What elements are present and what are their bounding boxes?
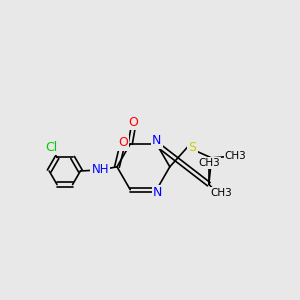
Text: CH3: CH3 — [210, 188, 232, 198]
Text: Cl: Cl — [45, 141, 57, 154]
Text: CH3: CH3 — [225, 151, 246, 161]
Text: N: N — [152, 134, 161, 147]
Text: N: N — [153, 186, 163, 199]
Text: NH: NH — [92, 163, 109, 176]
Text: S: S — [188, 141, 196, 154]
Text: O: O — [128, 116, 138, 129]
Text: CH3: CH3 — [198, 158, 220, 168]
Text: O: O — [118, 136, 128, 149]
